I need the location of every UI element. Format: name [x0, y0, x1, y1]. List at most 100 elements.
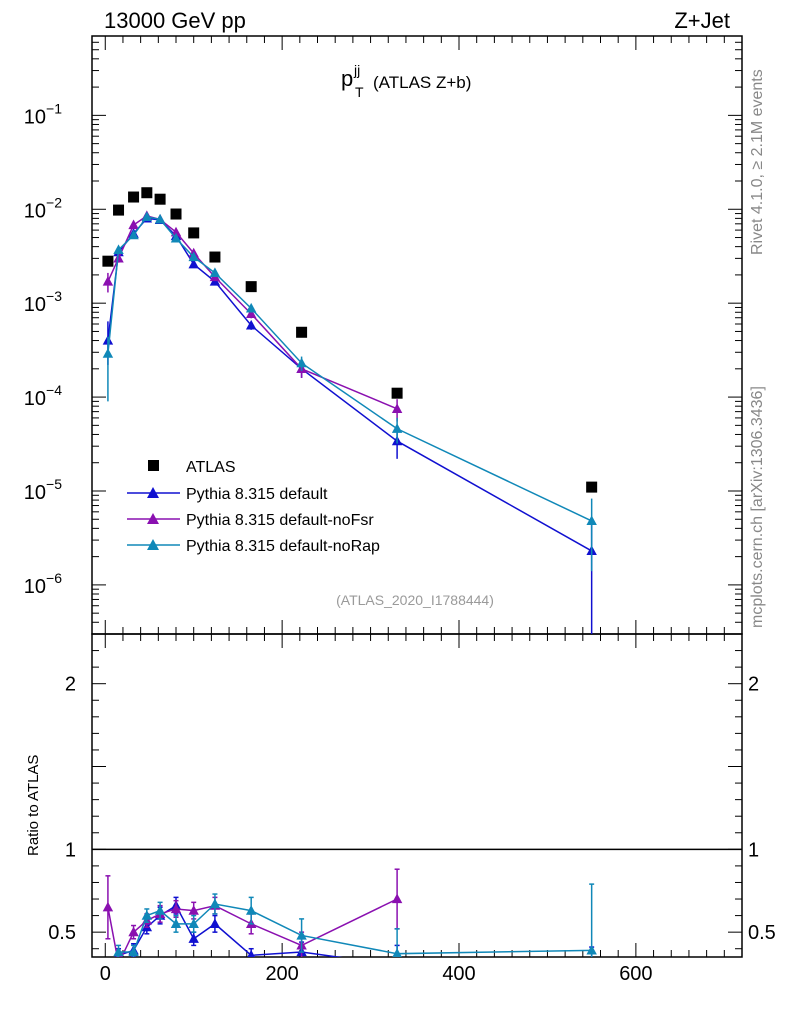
y-tick-label-base: 10 [24, 482, 46, 504]
y-tick-label-base: 10 [24, 294, 46, 316]
ratio-marker-nofsr [102, 901, 114, 912]
marker-norap [586, 515, 597, 526]
title-sub: T [355, 84, 364, 100]
marker-nofsr [113, 252, 124, 263]
rivet-version-label: Rivet 4.1.0, ≥ 2.1M events [749, 69, 766, 255]
x-tick-label: 400 [442, 963, 475, 985]
ratio-marker-norap [586, 944, 597, 955]
marker-default [245, 319, 257, 330]
title-main: p [341, 66, 353, 91]
analysis-tag: (ATLAS_2020_I1788444) [336, 592, 494, 608]
y-tick-label-base: 10 [24, 200, 46, 222]
marker-norap [209, 267, 221, 278]
ratio-marker-norap [113, 946, 124, 957]
line-norap [107, 216, 592, 522]
mcplots-label: mcplots.cern.ch [arXiv:1306.3436] [749, 386, 766, 628]
ratio-marker-norap [209, 898, 221, 909]
legend-label-norap: Pythia 8.315 default-noRap [186, 538, 380, 555]
marker-atlas [296, 326, 308, 338]
marker-atlas [209, 251, 221, 263]
marker-atlas [391, 387, 403, 399]
y-tick-label-main: 10−1 [24, 100, 62, 128]
ratio-marker-norap [103, 993, 113, 1003]
marker-norap [296, 357, 307, 368]
marker-atlas [128, 191, 140, 203]
x-tick-label: 0 [100, 963, 111, 985]
ratio-marker-default [209, 918, 221, 928]
legend-marker-nofsr [147, 513, 159, 524]
ratio-marker-norap [188, 918, 199, 928]
ratio-marker-nofsr [391, 893, 403, 904]
ratio-marker-norap [128, 946, 139, 957]
ratio-marker-norap [392, 948, 402, 957]
y-tick-label-base: 10 [24, 106, 46, 128]
y-tick-label-exp: −5 [46, 476, 62, 492]
marker-nofsr [245, 308, 257, 318]
marker-norap [141, 211, 153, 221]
line-default [107, 217, 593, 552]
marker-nofsr [128, 219, 139, 230]
marker-atlas [245, 281, 257, 293]
ratio-marker-norap [296, 929, 307, 940]
x-tick-label: 600 [619, 963, 652, 985]
ratio-marker-default [103, 986, 113, 996]
marker-nofsr [170, 226, 182, 237]
x-tick-label: 200 [265, 963, 298, 985]
marker-nofsr [391, 403, 403, 413]
chart-title: p jj T (ATLAS Z+b) [341, 62, 471, 100]
y-tick-label-exp: −6 [46, 570, 62, 586]
y-tick-label-ratio-right: 1 [748, 839, 759, 861]
ratio-marker-nofsr [188, 905, 199, 915]
y-tick-label-main: 10−4 [24, 382, 62, 410]
ratio-marker-nofsr [128, 926, 139, 937]
marker-norap [113, 244, 124, 254]
marker-nofsr [102, 276, 114, 286]
y-tick-label-main: 10−6 [24, 570, 62, 598]
axis-ticks [92, 36, 742, 957]
marker-atlas [188, 227, 200, 239]
main-plot-area [102, 187, 598, 634]
marker-norap [170, 232, 182, 243]
ratio-marker-norap [154, 905, 166, 915]
marker-atlas [586, 481, 598, 493]
ratio-line-default [117, 904, 343, 957]
y-tick-label-exp: −4 [46, 382, 62, 398]
ratio-marker-nofsr [170, 903, 182, 914]
marker-norap [128, 229, 139, 240]
ratio-marker-default [247, 949, 256, 957]
ratio-marker-norap [170, 918, 182, 928]
y-tick-label-base: 10 [24, 576, 46, 598]
ratio-line-norap [116, 903, 592, 957]
marker-norap [154, 213, 166, 224]
marker-atlas [170, 208, 182, 220]
marker-atlas [113, 204, 125, 216]
header-left-label: 13000 GeV pp [104, 8, 246, 33]
marker-default [188, 258, 199, 269]
legend: ATLAS Pythia 8.315 default Pythia 8.315 … [127, 459, 380, 555]
marker-norap [102, 348, 114, 358]
legend-marker-atlas [148, 460, 159, 471]
y-tick-label-main: 10−5 [24, 476, 62, 504]
legend-label-nofsr: Pythia 8.315 default-noFsr [186, 512, 374, 529]
y-tick-label-ratio-left: 2 [65, 674, 76, 696]
marker-atlas [141, 187, 153, 199]
y-tick-label-exp: −1 [46, 100, 62, 116]
y-tick-label-base: 10 [24, 388, 46, 410]
y-tick-label-exp: −3 [46, 288, 62, 304]
legend-marker-default [147, 487, 159, 498]
marker-norap [391, 423, 403, 433]
ratio-marker-nofsr [113, 958, 123, 968]
header-right-label: Z+Jet [674, 8, 730, 33]
marker-atlas [154, 193, 166, 205]
y-tick-label-ratio-left: 1 [65, 839, 76, 861]
ratio-plot-frame [91, 633, 743, 958]
ratio-marker-default [392, 960, 402, 970]
ratio-marker-norap [245, 905, 257, 915]
y-tick-label-ratio-right: 0.5 [748, 922, 776, 944]
ratio-plot-area [92, 848, 742, 1003]
legend-marker-norap [147, 539, 159, 550]
legend-label-atlas: ATLAS [186, 459, 236, 476]
title-rest: (ATLAS Z+b) [373, 73, 471, 92]
